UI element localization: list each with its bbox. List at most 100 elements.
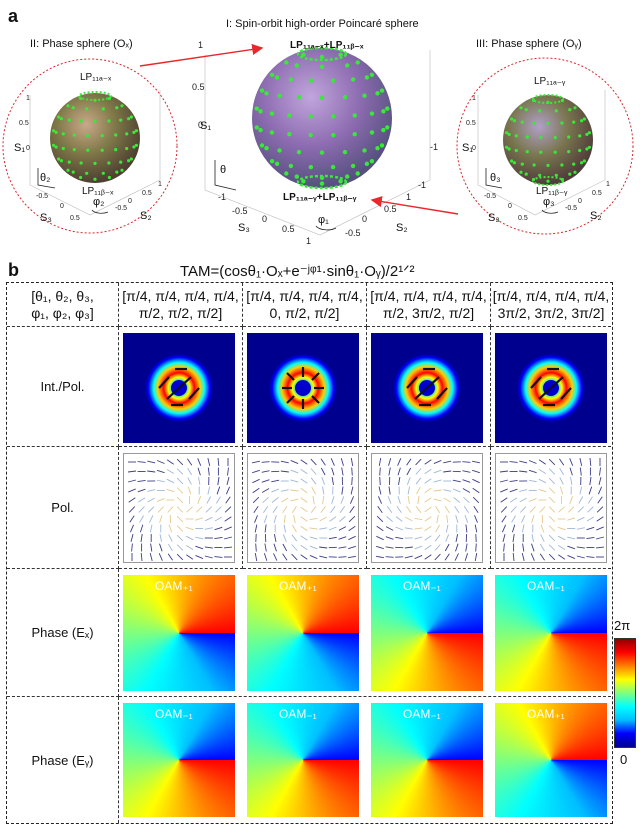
polarization-arrow [387, 496, 392, 504]
polarization-arrow [388, 458, 392, 466]
polarization-arrow [283, 524, 287, 533]
polarization-arrow [176, 496, 184, 504]
svg-text:0.5: 0.5 [142, 190, 152, 197]
sphere-sample-dot [101, 107, 105, 111]
sphere-sample-dot [93, 119, 97, 123]
polarization-arrow [225, 496, 231, 504]
phase-ey-map-3 [371, 703, 483, 817]
polarization-arrow [255, 543, 257, 552]
polarization-arrow [156, 498, 165, 502]
polarization-arrow [567, 536, 576, 540]
left-s3-label: S₃ [40, 212, 52, 224]
sphere-sample-dot [67, 160, 71, 164]
polarization-arrow [424, 459, 432, 465]
polarization-arrow [379, 467, 381, 476]
polarization-arrow [443, 489, 452, 492]
polarization-arrow [282, 543, 288, 552]
polarization-arrow [282, 534, 287, 542]
svg-text:0: 0 [472, 145, 476, 152]
polarization-arrow [472, 496, 480, 504]
sphere-sample-dot [510, 159, 514, 163]
polarization-arrow [282, 553, 288, 561]
sphere-sample-dot [514, 134, 518, 138]
svg-text:0.5: 0.5 [192, 82, 205, 92]
center-s2-label: S₂ [396, 222, 408, 234]
polarization-arrow [290, 498, 299, 502]
polarization-arrow [195, 554, 204, 560]
polarization-arrow [577, 516, 585, 522]
polarization-arrow [290, 479, 299, 483]
polarization-arrow [414, 527, 423, 530]
sphere-sample-dot [296, 95, 302, 100]
polarization-arrow [149, 524, 153, 533]
polarization-arrow [502, 533, 506, 543]
sphere-sample-dot [505, 131, 509, 135]
polarization-arrow [350, 486, 354, 495]
polarization-arrow [187, 467, 192, 476]
polarization-arrow [300, 516, 308, 522]
svg-text:-0.5: -0.5 [565, 205, 577, 212]
polarization-arrow [157, 506, 164, 513]
oam-ex-label-1: OAM₊₁ [155, 579, 193, 593]
column-header-2: [π/4, π/4, π/4, π/4, 0, π/2, π/2] [243, 283, 367, 327]
phase-colorbar [614, 638, 636, 748]
polarization-arrow [197, 458, 202, 466]
polarization-arrow [530, 553, 535, 561]
sphere-sample-dot [308, 164, 314, 170]
polarization-arrow [281, 497, 289, 503]
polarization-arrow [548, 458, 556, 466]
sphere-sample-dot [524, 108, 528, 112]
polarization-arrow [214, 556, 223, 558]
sphere-sample-dot [512, 161, 517, 165]
left-s1-label: S₁ [14, 142, 26, 154]
sphere-sample-dot [520, 162, 524, 166]
polarization-arrow [149, 515, 154, 523]
sphere-title-right: III: Phase sphere (Oᵧ) [476, 38, 582, 50]
polarization-arrow [351, 467, 353, 476]
polarization-arrow [589, 476, 592, 486]
polarization-arrow [309, 545, 318, 550]
polarization-arrow [376, 545, 384, 550]
polarization-arrow [321, 477, 326, 485]
polarization-arrow [167, 553, 173, 561]
polarization-arrow [462, 488, 471, 493]
polarization-arrow [137, 461, 146, 463]
param-header: [θ₁, θ₂, θ₃, φ₁, φ₂, φ₃] [7, 283, 119, 327]
svg-text:1: 1 [306, 236, 311, 246]
sphere-sample-dot [259, 143, 265, 148]
polarization-arrow [176, 544, 184, 551]
intensity-map-2 [247, 333, 359, 443]
polarization-arrow [414, 545, 423, 550]
sphere-sample-dot [114, 148, 118, 152]
sphere-sample-dot [532, 121, 536, 125]
sphere-sample-dot [269, 111, 275, 116]
svg-text:0.5: 0.5 [70, 215, 80, 222]
oam-ex-label-2: OAM₊₁ [279, 579, 317, 593]
phase-sphere-y [503, 95, 593, 185]
svg-text:0.5: 0.5 [384, 204, 397, 214]
polarization-arrow [215, 506, 222, 513]
polarization-arrow [214, 516, 223, 522]
sphere-sample-dot [274, 161, 280, 166]
polarization-arrow [377, 505, 383, 514]
polarization-arrow [522, 543, 525, 552]
polarization-arrow [579, 467, 582, 476]
sphere-sample-dot [539, 150, 543, 154]
left-top-label: LP₁₁ₐ₋ₓ [80, 72, 112, 83]
polarization-arrow [147, 470, 156, 473]
polarization-arrow [443, 497, 451, 503]
polarization-arrow [176, 506, 184, 513]
svg-text:0: 0 [26, 145, 30, 152]
polarization-arrow [463, 505, 469, 514]
sphere-sample-dot [59, 117, 64, 121]
sphere-sample-dot [364, 161, 370, 166]
polarization-arrow [578, 496, 584, 504]
sphere-sample-dot [308, 78, 314, 83]
sphere-sample-dot [100, 134, 104, 138]
sphere-sample-dot [345, 63, 350, 68]
colorbar-bottom-label: 0 [620, 752, 628, 767]
polarization-arrow [433, 489, 442, 492]
polarization-arrow [185, 545, 194, 550]
sphere-sample-dot [101, 171, 105, 175]
polarization-arrow [261, 470, 270, 473]
